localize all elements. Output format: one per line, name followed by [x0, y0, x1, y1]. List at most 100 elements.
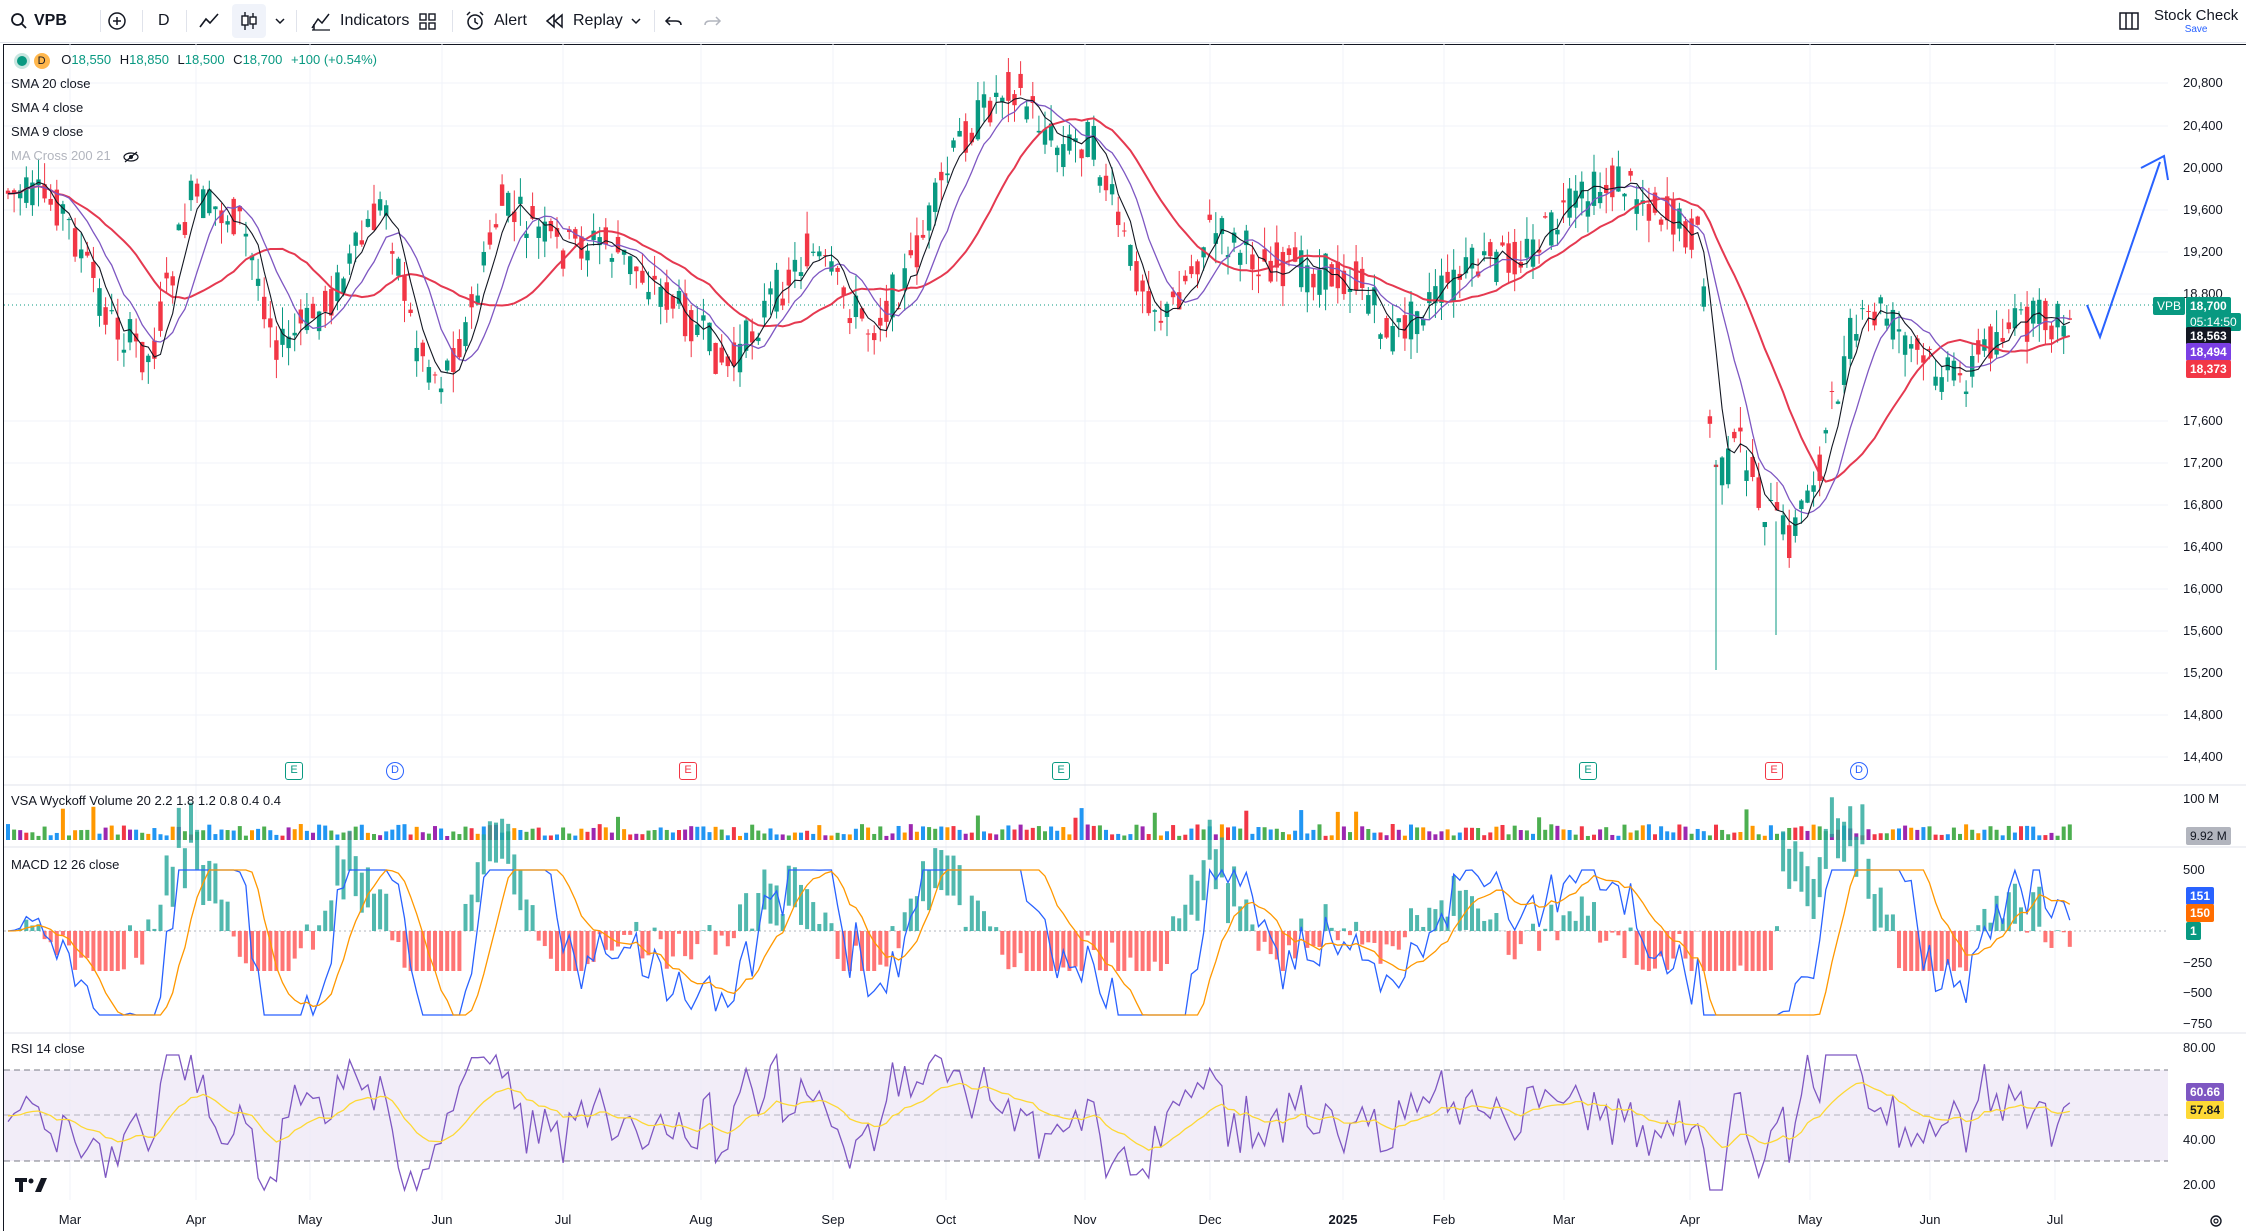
replay-label: Replay [573, 12, 623, 29]
rsi-value-tag: 60.66 [2186, 1083, 2225, 1101]
plus-circle-icon [108, 12, 126, 30]
close-label: C [233, 52, 243, 67]
undo-icon [664, 16, 682, 26]
close-value: 18,700 [242, 52, 283, 67]
time-axis-label: Jul [2046, 1212, 2064, 1227]
candles-chart-type-button[interactable] [232, 4, 266, 38]
change-value: +100 (+0.54%) [290, 52, 377, 67]
time-axis-label: May [1797, 1212, 1823, 1227]
replay-button[interactable]: Replay [545, 0, 623, 42]
rsi-axis-label: 20.00 [2183, 1177, 2216, 1192]
price-axis-label: 14,800 [2183, 707, 2223, 722]
macd-pane-title[interactable]: MACD 12 26 close [11, 857, 119, 872]
time-axis-label: Nov [1073, 1212, 1097, 1227]
interval-button[interactable]: D [158, 12, 170, 29]
chevron-down-icon [631, 18, 641, 25]
search-icon [11, 13, 27, 29]
redo-icon [704, 16, 722, 26]
dividend-marker[interactable]: D [386, 762, 404, 780]
time-axis-label: Oct [935, 1212, 957, 1227]
alert-label: Alert [494, 12, 527, 29]
price-axis-label: 19,600 [2183, 202, 2223, 217]
indicators-icon [311, 13, 330, 31]
time-axis-label: 2025 [1328, 1212, 1358, 1227]
compare-symbol-button[interactable] [106, 0, 128, 42]
indicator-legend-ma-cross[interactable]: MA Cross 200 21 [11, 148, 140, 163]
volume-pane-title[interactable]: VSA Wyckoff Volume 20 2.2 1.8 1.2 0.8 0.… [11, 793, 281, 808]
undo-button[interactable] [664, 0, 684, 42]
time-axis-label: Mar [58, 1212, 82, 1227]
sma20-price-tag: 18,373 [2186, 360, 2231, 378]
volume-params: 20 2.2 1.8 1.2 0.8 0.4 0.4 [136, 793, 281, 808]
divider [142, 10, 143, 32]
chevron-down-icon [275, 18, 285, 25]
last-price-tag: 18,700 [2186, 297, 2231, 315]
layout-panel-button[interactable] [2118, 0, 2140, 42]
price-axis-label: 20,400 [2183, 118, 2223, 133]
indicator-legend-sma20[interactable]: SMA 20 close [11, 76, 91, 91]
top-toolbar: VPB D Indicators Alert Replay [0, 0, 2246, 43]
visibility-dot-icon[interactable] [14, 52, 30, 69]
volume-title: VSA Wyckoff Volume [11, 793, 133, 808]
macd-params: 12 26 close [52, 857, 120, 872]
time-axis-label: Aug [689, 1212, 713, 1227]
symbol-search-button[interactable]: VPB [10, 0, 67, 42]
time-axis-label: Jun [431, 1212, 453, 1227]
redo-button[interactable] [702, 0, 722, 42]
earnings-marker[interactable]: E [1579, 762, 1597, 780]
time-axis-label: Sep [821, 1212, 845, 1227]
earnings-marker[interactable]: E [1765, 762, 1783, 780]
alert-button[interactable]: Alert [464, 0, 527, 42]
symbol-price-tag: VPB [2153, 297, 2186, 315]
indicators-button[interactable]: Indicators [310, 0, 409, 42]
indicator-legend-sma4[interactable]: SMA 4 close [11, 100, 84, 115]
rsi-params: 14 close [36, 1041, 85, 1056]
earnings-marker[interactable]: E [285, 762, 303, 780]
price-axis-label: 17,200 [2183, 455, 2223, 470]
high-value: 18,850 [129, 52, 169, 67]
price-axis-label: 20,800 [2183, 75, 2223, 90]
alarm-clock-icon [466, 11, 484, 30]
templates-button[interactable] [418, 0, 438, 42]
sma4-price-tag: 18,563 [2186, 327, 2231, 345]
rsi-pane-title[interactable]: RSI 14 close [11, 1041, 85, 1056]
price-axis-label: 19,200 [2183, 244, 2223, 259]
indicator-legend-sma9[interactable]: SMA 9 close [11, 124, 84, 139]
dividend-marker[interactable]: D [1850, 762, 1868, 780]
tradingview-logo-icon[interactable] [14, 1176, 50, 1194]
macd-title: MACD [11, 857, 50, 872]
macd-axis-label: −250 [2183, 955, 2213, 970]
time-axis-label: Jun [1919, 1212, 1941, 1227]
layout-save-button[interactable]: Stock Check Save [2154, 0, 2238, 42]
sma9-price-tag: 18,494 [2186, 343, 2231, 361]
open-label: O [61, 52, 72, 67]
ohlc-legend: D O18,550 H18,850 L18,500 C18,700 +100 (… [14, 52, 377, 69]
rsi-axis-label: 40.00 [2183, 1132, 2216, 1147]
macd-axis-label: −500 [2183, 985, 2213, 1000]
interval-badge: D [33, 52, 50, 69]
divider [100, 10, 101, 32]
macd-axis-label: 500 [2183, 862, 2205, 877]
time-axis-label: Apr [1679, 1212, 1701, 1227]
price-axis-label: 15,200 [2183, 665, 2223, 680]
time-axis-label: Jul [554, 1212, 572, 1227]
histogram-value-tag: 1 [2186, 922, 2201, 940]
time-axis-label: Mar [1552, 1212, 1576, 1227]
line-chart-icon [199, 13, 219, 28]
chart-type-dropdown[interactable] [274, 0, 286, 42]
replay-dropdown[interactable] [630, 0, 642, 42]
hidden-eye-icon[interactable] [122, 151, 140, 163]
columns-icon [2119, 12, 2139, 30]
rsi-title: RSI [11, 1041, 33, 1056]
chart-area[interactable] [3, 44, 2246, 1231]
settings-gear-icon[interactable] [2208, 1213, 2224, 1229]
earnings-marker[interactable]: E [1052, 762, 1070, 780]
candlestick-icon [241, 12, 257, 30]
line-chart-type-button[interactable] [198, 0, 222, 42]
volume-last-tag: 9.92 M [2186, 827, 2231, 845]
time-axis-label: May [297, 1212, 323, 1227]
layout-name: Stock Check [2154, 6, 2239, 24]
earnings-marker[interactable]: E [679, 762, 697, 780]
price-axis-label: 15,600 [2183, 623, 2223, 638]
divider [186, 10, 187, 32]
